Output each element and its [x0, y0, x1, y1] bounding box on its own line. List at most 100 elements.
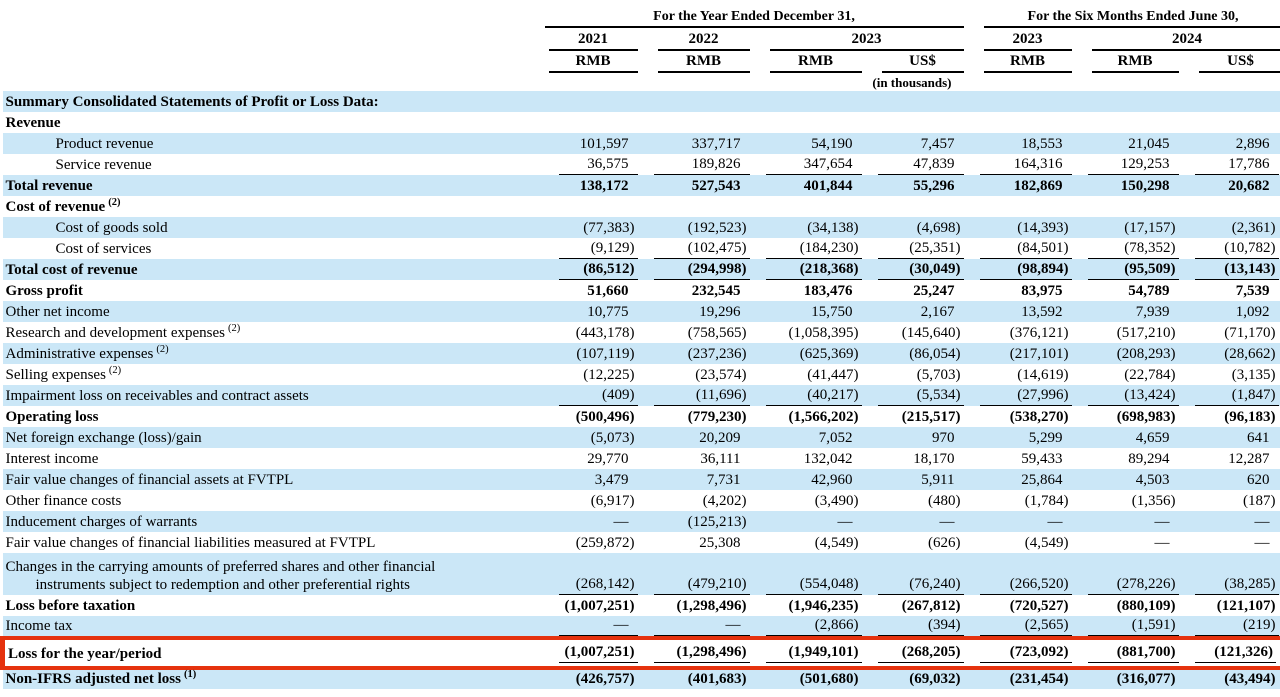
cell-value: —: [1072, 511, 1179, 532]
cell-value: (76,240): [862, 553, 964, 595]
cell-value: (192,523): [638, 217, 750, 238]
cell-value: 4,659: [1072, 427, 1179, 448]
row-label: Non-IFRS adjusted net loss(1): [3, 668, 543, 689]
row-label: Other finance costs: [3, 490, 543, 511]
row-label: Total cost of revenue: [3, 259, 543, 280]
cell-value: —: [862, 511, 964, 532]
cell-value: (626): [862, 532, 964, 553]
cell-value: (121,326): [1179, 638, 1280, 668]
cell-value: 132,042: [750, 448, 862, 469]
row-label: Administrative expenses(2): [3, 343, 543, 364]
cell-value: (25,351): [862, 238, 964, 259]
cell-value: (27,996): [964, 385, 1072, 406]
cell-value: (517,210): [1072, 322, 1179, 343]
table-row: Fair value changes of financial liabilit…: [3, 532, 1280, 553]
cell-value: (218,368): [750, 259, 862, 280]
cell-value: (10,782): [1179, 238, 1280, 259]
cell-value: (6,917): [543, 490, 638, 511]
cell-value: —: [1179, 511, 1280, 532]
cell-value: 641: [1179, 427, 1280, 448]
year-header-2024: 2024: [1072, 28, 1280, 51]
cell-value: 25,864: [964, 469, 1072, 490]
cell-value: (96,183): [1179, 406, 1280, 427]
cell-value: (1,298,496): [638, 595, 750, 616]
cell-value: (1,007,251): [543, 638, 638, 668]
cell-value: 51,660: [543, 280, 638, 301]
cell-value: (121,107): [1179, 595, 1280, 616]
cell-value: 18,553: [964, 133, 1072, 154]
empty-corner-cell: [3, 6, 543, 28]
row-label: Fair value changes of financial liabilit…: [3, 532, 543, 553]
cell-value: [964, 91, 1072, 112]
cell-value: (294,998): [638, 259, 750, 280]
cell-value: (554,048): [750, 553, 862, 595]
cell-value: (2,565): [964, 616, 1072, 638]
cell-value: 18,170: [862, 448, 964, 469]
cell-value: [638, 196, 750, 217]
table-row: Loss before taxation(1,007,251)(1,298,49…: [3, 595, 1280, 616]
cell-value: (1,591): [1072, 616, 1179, 638]
cell-value: (278,226): [1072, 553, 1179, 595]
cell-value: 15,750: [750, 301, 862, 322]
cell-value: (500,496): [543, 406, 638, 427]
cell-value: [862, 91, 964, 112]
table-row: Inducement charges of warrants—(125,213)…: [3, 511, 1280, 532]
cell-value: (71,170): [1179, 322, 1280, 343]
cell-value: 20,209: [638, 427, 750, 448]
cell-value: 2,167: [862, 301, 964, 322]
cell-value: —: [1179, 532, 1280, 553]
cell-value: —: [543, 616, 638, 638]
units-note: (in thousands): [750, 73, 964, 91]
currency-header: RMB: [750, 51, 862, 73]
cell-value: (11,696): [638, 385, 750, 406]
cell-value: 21,045: [1072, 133, 1179, 154]
cell-value: [750, 91, 862, 112]
cell-value: (38,285): [1179, 553, 1280, 595]
cell-value: (217,101): [964, 343, 1072, 364]
cell-value: 7,457: [862, 133, 964, 154]
cell-value: (43,494): [1179, 668, 1280, 689]
cell-value: (219): [1179, 616, 1280, 638]
cell-value: (22,784): [1072, 364, 1179, 385]
cell-value: (479,210): [638, 553, 750, 595]
row-label: Net foreign exchange (loss)/gain: [3, 427, 543, 448]
cell-value: —: [750, 511, 862, 532]
cell-value: 89,294: [1072, 448, 1179, 469]
cell-value: (41,447): [750, 364, 862, 385]
column-group-six-months: For the Six Months Ended June 30,: [964, 6, 1280, 28]
cell-value: [862, 196, 964, 217]
cell-value: (394): [862, 616, 964, 638]
column-group-annual-label: For the Year Ended December 31,: [653, 9, 855, 24]
cell-value: [1179, 196, 1280, 217]
currency-header: RMB: [1072, 51, 1179, 73]
cell-value: 17,786: [1179, 154, 1280, 175]
cell-value: (2,361): [1179, 217, 1280, 238]
cell-value: 183,476: [750, 280, 862, 301]
cell-value: —: [543, 511, 638, 532]
cell-value: (86,054): [862, 343, 964, 364]
cell-value: 7,731: [638, 469, 750, 490]
column-group-row: For the Year Ended December 31, For the …: [3, 6, 1280, 28]
cell-value: 19,296: [638, 301, 750, 322]
year-header-2023-interim: 2023: [964, 28, 1072, 51]
cell-value: 36,111: [638, 448, 750, 469]
cell-value: 2,896: [1179, 133, 1280, 154]
cell-value: (316,077): [1072, 668, 1179, 689]
row-label: Selling expenses(2): [3, 364, 543, 385]
cell-value: (17,157): [1072, 217, 1179, 238]
row-label: Service revenue: [3, 154, 543, 175]
cell-value: (95,509): [1072, 259, 1179, 280]
cell-value: (84,501): [964, 238, 1072, 259]
year-header-2022: 2022: [638, 28, 750, 51]
cell-value: (69,032): [862, 668, 964, 689]
cell-value: 55,296: [862, 175, 964, 196]
currency-header: RMB: [638, 51, 750, 73]
cell-value: (13,143): [1179, 259, 1280, 280]
cell-value: 54,789: [1072, 280, 1179, 301]
cell-value: 138,172: [543, 175, 638, 196]
cell-value: (1,298,496): [638, 638, 750, 668]
cell-value: (78,352): [1072, 238, 1179, 259]
cell-value: —: [638, 616, 750, 638]
